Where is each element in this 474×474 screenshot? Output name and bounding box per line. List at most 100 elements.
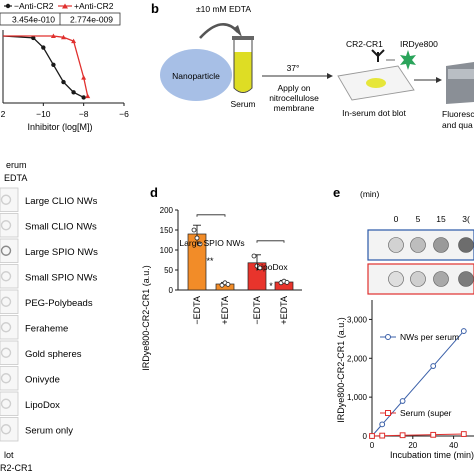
legend-label-plus: +Anti-CR2 — [74, 1, 114, 11]
scanner-icon — [446, 62, 474, 104]
e-blot-dot-red — [458, 271, 474, 287]
d-bracket-2 — [256, 240, 285, 243]
e-blot-dot-blue — [388, 237, 404, 253]
e-blot-dot-blue — [458, 237, 474, 253]
blot-spot — [0, 373, 12, 384]
d-y-axis-label: IRDye800-CR2-CR1 (a.u.) — [141, 265, 151, 371]
e-x-tick-label: 0 — [370, 441, 375, 450]
blot-dot — [366, 78, 386, 88]
d-group-2-label: LipoDox — [256, 262, 288, 272]
blot-row-label: Large CLIO NWs — [25, 196, 98, 207]
e-point-red — [379, 432, 386, 439]
e-time-label: 0 — [394, 214, 399, 224]
d-significance-2: * — [269, 281, 273, 291]
blot-spot — [0, 347, 12, 358]
e-time-header: (min) — [360, 189, 380, 199]
c-header-2: EDTA — [4, 173, 27, 183]
a-point-plus — [85, 93, 91, 99]
e-blot-strip-red — [367, 263, 474, 295]
e-time-label: 5 — [416, 214, 421, 224]
e-point-red — [460, 431, 467, 437]
d-y-tick-label: 100 — [160, 246, 174, 255]
a-point-plus — [50, 33, 56, 38]
blot-cell — [0, 238, 19, 263]
e-y-tick-label: 1,000 — [347, 393, 368, 402]
serum-cap — [232, 36, 254, 40]
serum-liquid — [234, 52, 252, 92]
e-time-label: 3( — [462, 214, 470, 224]
a-x-tick-label: −8 — [79, 109, 89, 119]
e-y-tick-label: 2,000 — [347, 354, 368, 363]
edta-arrowhead — [233, 25, 242, 37]
a-point-plus — [81, 75, 87, 80]
ic50-value-minus: 3.454e-010 — [12, 15, 55, 25]
irdye-star-icon — [400, 50, 416, 70]
d-point — [225, 281, 231, 287]
cr2-label: CR2-CR1 — [346, 39, 383, 49]
d-x-tick-label: −EDTA — [252, 296, 262, 325]
apply-label-3: membrane — [274, 103, 315, 113]
e-blot-dot-red — [388, 271, 404, 287]
blot-cell — [0, 264, 19, 289]
a-x-axis-label: Inhibitor (log[M]) — [27, 122, 92, 132]
edta-arrow — [199, 23, 239, 39]
fluor-label-1: Fluoresc — [442, 109, 474, 119]
e-y-tick-label: 3,000 — [347, 315, 368, 324]
a-point-minus — [51, 62, 56, 67]
e-point-red — [399, 432, 406, 439]
blot-cell — [0, 366, 19, 391]
blot-cell — [0, 187, 19, 212]
panel-e: e (min) 0 5 15 3( IRDye800-CR2-CR1 (a.u.) 0… — [333, 185, 474, 460]
a-partial-tick: 2 — [1, 109, 6, 119]
panel-d: d IRDye800-CR2-CR1 (a.u.) 0 50 100 150 200 −… — [141, 185, 302, 371]
a-curve-1 — [3, 35, 89, 97]
blot-row-label: Onivyde — [25, 374, 60, 385]
d-point — [284, 279, 290, 285]
legend-marker-plus — [62, 3, 68, 9]
d-point — [219, 282, 225, 288]
blot-spot — [0, 296, 12, 307]
d-significance-1: ** — [206, 256, 214, 266]
e-legend-2: Serum (super — [400, 408, 452, 418]
legend-marker-minus — [5, 3, 11, 9]
d-y-tick-label: 200 — [160, 206, 174, 215]
a-point-plus — [61, 34, 66, 40]
e-point-blue — [399, 398, 406, 404]
temp-label: 37° — [287, 63, 300, 73]
blot-row-label: PEG-Polybeads — [25, 298, 93, 309]
d-point — [257, 265, 263, 271]
blot-cell — [0, 315, 19, 340]
blot-row-label: Large SPIO NWs — [25, 247, 98, 258]
a-point-minus — [41, 45, 46, 50]
blot-spot — [0, 424, 12, 435]
blot-row-label: Feraheme — [25, 323, 68, 334]
e-fit-line-1 — [371, 433, 464, 437]
d-x-tick-label: −EDTA — [192, 296, 202, 325]
apply-label-1: Apply on — [277, 83, 310, 93]
panel-e-label: e — [333, 185, 340, 200]
panel-b-label: b — [151, 1, 159, 16]
d-y-tick-label: 50 — [164, 266, 173, 275]
d-point — [251, 253, 257, 259]
d-point — [191, 227, 197, 233]
d-plot-area: −EDTA +EDTA −EDTA +EDTA — [187, 214, 294, 325]
e-blot-dot-red — [433, 271, 449, 287]
e-time-label: 15 — [436, 214, 446, 224]
a-point-minus — [61, 79, 66, 85]
e-blot-dot-blue — [410, 237, 426, 253]
nanoparticle-label: Nanoparticle — [172, 71, 220, 81]
panel-d-label: d — [150, 185, 158, 200]
legend-label-minus: −Anti-CR2 — [14, 1, 54, 11]
blot-spot — [0, 398, 12, 409]
blot-cell — [0, 391, 19, 416]
e-legend-marker-2 — [385, 410, 391, 416]
blot-cell — [0, 340, 19, 365]
a-point-plus — [71, 38, 77, 44]
e-point-red — [430, 431, 437, 438]
e-x-axis-label: Incubation time (min) — [390, 450, 474, 460]
d-x-tick-label: +EDTA — [220, 296, 230, 325]
blot-row-label: LipoDox — [25, 400, 60, 411]
e-time-labels: 0 5 15 3( — [394, 214, 470, 224]
a-curve-0 — [2, 35, 84, 98]
